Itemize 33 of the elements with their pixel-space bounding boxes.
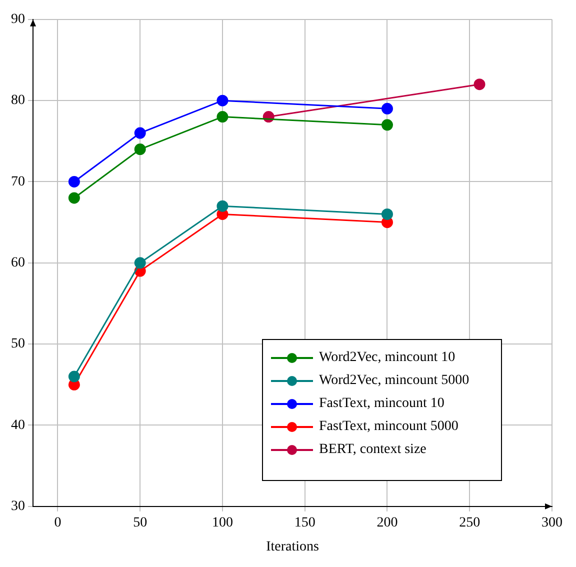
legend-label: Word2Vec, mincount 5000 xyxy=(319,372,470,390)
point xyxy=(68,192,80,204)
y-tick-label: 70 xyxy=(11,174,25,190)
x-axis-title: Iterations xyxy=(266,539,319,554)
x-tick-label: 200 xyxy=(376,515,398,530)
point xyxy=(134,257,146,269)
point xyxy=(68,176,80,188)
legend-label: BERT, context size xyxy=(319,441,426,460)
point xyxy=(216,94,228,106)
x-tick-label: 150 xyxy=(294,515,316,530)
point xyxy=(134,144,146,156)
point xyxy=(216,111,228,123)
x-tick-label: 0 xyxy=(54,515,62,530)
point xyxy=(216,200,228,212)
point xyxy=(381,102,393,114)
point xyxy=(474,78,486,90)
point xyxy=(381,119,393,131)
y-tick-label: 60 xyxy=(11,256,25,271)
y-tick-label: 50 xyxy=(11,336,25,352)
legend-label: Word2Vec, mincount 10 xyxy=(319,349,456,368)
legend-label: FastText, mincount 5000 xyxy=(319,418,458,436)
y-tick-label: 30 xyxy=(11,499,25,514)
x-tick-label: 300 xyxy=(542,515,562,530)
point xyxy=(134,127,146,139)
y-tick-label: 80 xyxy=(11,93,25,108)
y-tick-label: 90 xyxy=(11,12,25,28)
legend-label: FastText, mincount 10 xyxy=(319,395,444,414)
point xyxy=(381,208,393,220)
x-tick-label: 100 xyxy=(212,515,233,530)
y-tick-label: 40 xyxy=(11,418,25,433)
x-tick-label: 50 xyxy=(133,515,148,530)
point xyxy=(68,370,80,382)
x-tick-label: 250 xyxy=(459,515,480,530)
